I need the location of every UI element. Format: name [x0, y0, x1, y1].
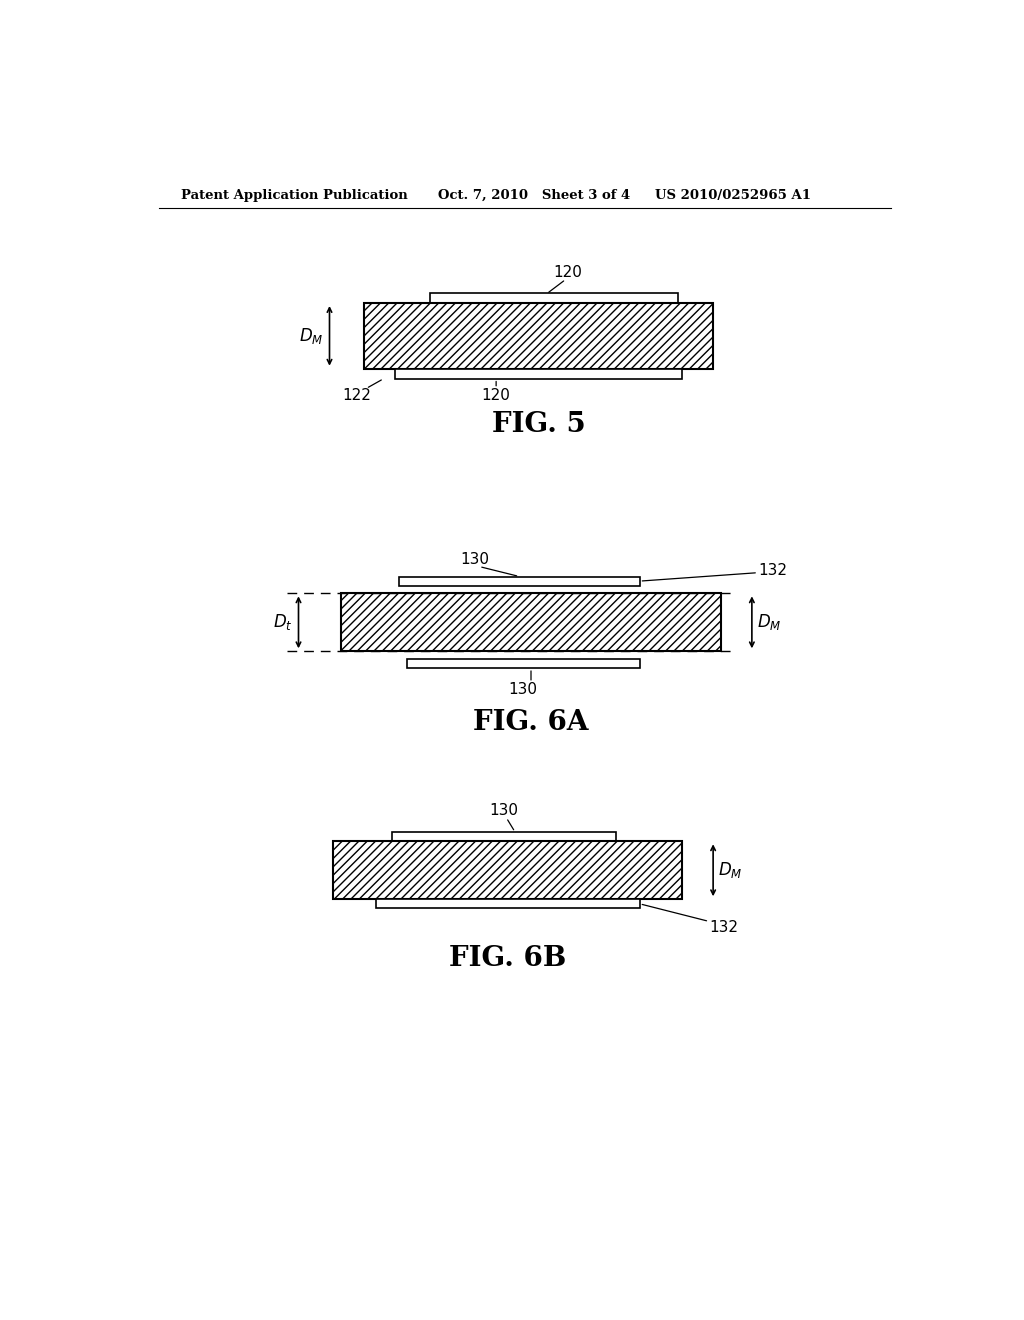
Text: Patent Application Publication: Patent Application Publication — [180, 189, 408, 202]
Text: 132: 132 — [758, 562, 787, 578]
Bar — [376, 899, 640, 908]
Text: US 2010/0252965 A1: US 2010/0252965 A1 — [655, 189, 811, 202]
Bar — [399, 577, 640, 586]
Text: $D_M$: $D_M$ — [718, 861, 742, 880]
Text: Oct. 7, 2010   Sheet 3 of 4: Oct. 7, 2010 Sheet 3 of 4 — [438, 189, 630, 202]
Text: FIG. 6B: FIG. 6B — [450, 945, 566, 972]
Text: $D_M$: $D_M$ — [299, 326, 324, 346]
Text: 130: 130 — [509, 682, 538, 697]
Text: 130: 130 — [461, 552, 489, 568]
Text: FIG. 6A: FIG. 6A — [473, 709, 589, 735]
Bar — [407, 659, 640, 668]
Text: FIG. 5: FIG. 5 — [492, 412, 586, 438]
Text: 132: 132 — [710, 920, 738, 935]
Text: 120: 120 — [553, 265, 582, 280]
Bar — [334, 841, 682, 899]
Bar — [395, 368, 682, 379]
Bar — [430, 293, 678, 304]
Bar — [391, 832, 616, 841]
Text: $D_t$: $D_t$ — [272, 612, 292, 632]
Text: 130: 130 — [489, 803, 518, 818]
Text: 122: 122 — [342, 388, 371, 403]
Bar — [365, 304, 713, 368]
Text: 120: 120 — [481, 388, 511, 403]
Bar — [341, 594, 721, 651]
Text: $D_M$: $D_M$ — [757, 612, 781, 632]
